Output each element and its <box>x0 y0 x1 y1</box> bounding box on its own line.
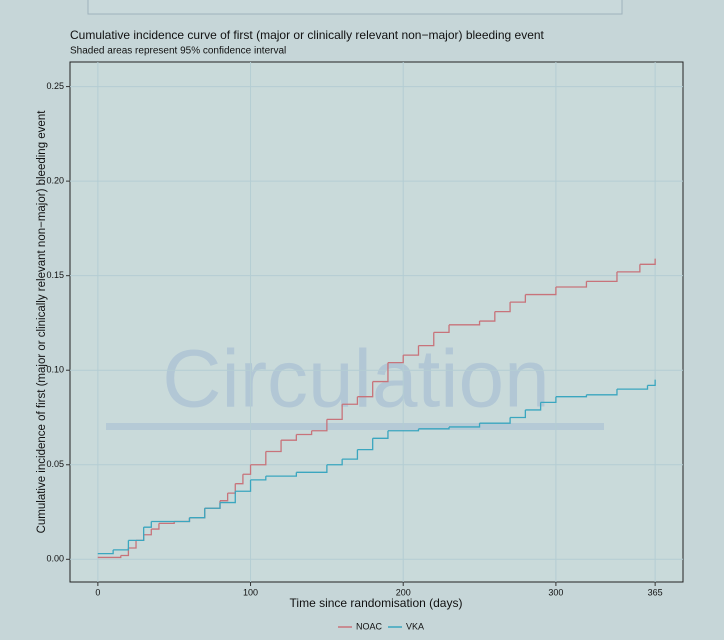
step-segment <box>616 385 649 390</box>
step-segment <box>97 555 122 559</box>
y-tick-label: 0.00 <box>46 554 64 564</box>
step-segment <box>250 451 267 466</box>
step-segment <box>494 302 511 313</box>
y-tick-label: 0.15 <box>46 270 64 280</box>
y-tick-label: 0.25 <box>46 81 64 91</box>
step-segment <box>342 449 359 460</box>
step-segment <box>265 440 282 453</box>
step-segment <box>372 430 389 439</box>
legend-label: NOAC <box>356 621 383 631</box>
y-tick-label: 0.05 <box>46 459 64 469</box>
step-segment <box>387 355 404 364</box>
step-segment <box>204 502 221 509</box>
step-segment <box>296 464 328 473</box>
chart-subtitle: Shaded areas represent 95% confidence in… <box>70 46 286 57</box>
step-segment <box>479 311 496 322</box>
step-segment <box>586 271 618 282</box>
step-segment <box>510 409 527 419</box>
step-segment <box>296 430 313 436</box>
step-segment <box>220 491 236 504</box>
step-segment <box>449 423 481 428</box>
top-panel <box>87 0 623 15</box>
x-tick-label: 100 <box>243 587 258 597</box>
step-segment <box>235 474 244 485</box>
step-segment <box>372 362 389 383</box>
x-tick-label: 365 <box>648 587 663 597</box>
step-segment <box>220 493 229 502</box>
x-tick-label: 300 <box>548 587 563 597</box>
step-segment <box>555 281 588 288</box>
watermark: Circulation <box>162 334 549 425</box>
x-axis-label: Time since randomisation (days) <box>290 596 463 610</box>
step-segment <box>479 417 511 424</box>
step-segment <box>189 508 206 519</box>
step-segment <box>242 464 252 475</box>
step-segment <box>403 345 420 356</box>
x-tick-label: 200 <box>396 587 411 597</box>
y-tick-label: 0.20 <box>46 176 64 186</box>
step-segment <box>97 549 114 555</box>
step-segment <box>128 527 145 542</box>
step-segment <box>326 459 343 466</box>
step-segment <box>639 258 656 265</box>
step-segment <box>113 540 130 551</box>
step-segment <box>510 294 527 303</box>
step-segment <box>143 529 152 536</box>
step-segment <box>265 472 297 477</box>
step-segment <box>342 396 359 405</box>
step-segment <box>616 264 641 273</box>
step-segment <box>586 389 618 396</box>
step-segment <box>357 381 374 398</box>
y-axis-label: Cumulative incidence of first (major or … <box>36 110 48 534</box>
step-segment <box>143 521 152 528</box>
step-segment <box>311 419 328 432</box>
step-segment <box>151 517 191 523</box>
legend-label: VKA <box>406 621 424 631</box>
step-segment <box>326 404 343 421</box>
step-segment <box>250 476 267 481</box>
step-segment <box>151 523 160 530</box>
step-segment <box>387 428 420 432</box>
chart-title: Cumulative incidence curve of first (maj… <box>70 28 545 42</box>
plot-panel <box>69 61 684 583</box>
step-segment <box>647 379 656 386</box>
step-segment <box>525 402 542 411</box>
step-segment <box>235 479 252 492</box>
y-tick-label: 0.10 <box>46 365 64 375</box>
step-segment <box>540 396 557 404</box>
step-segment <box>281 434 297 441</box>
watermark-bar <box>106 423 604 430</box>
step-segment <box>128 540 137 549</box>
step-segment <box>357 438 374 451</box>
x-tick-label: 0 <box>95 587 100 597</box>
step-segment <box>433 324 450 334</box>
step-segment <box>418 332 435 347</box>
step-segment <box>525 287 557 296</box>
step-segment <box>449 321 481 326</box>
